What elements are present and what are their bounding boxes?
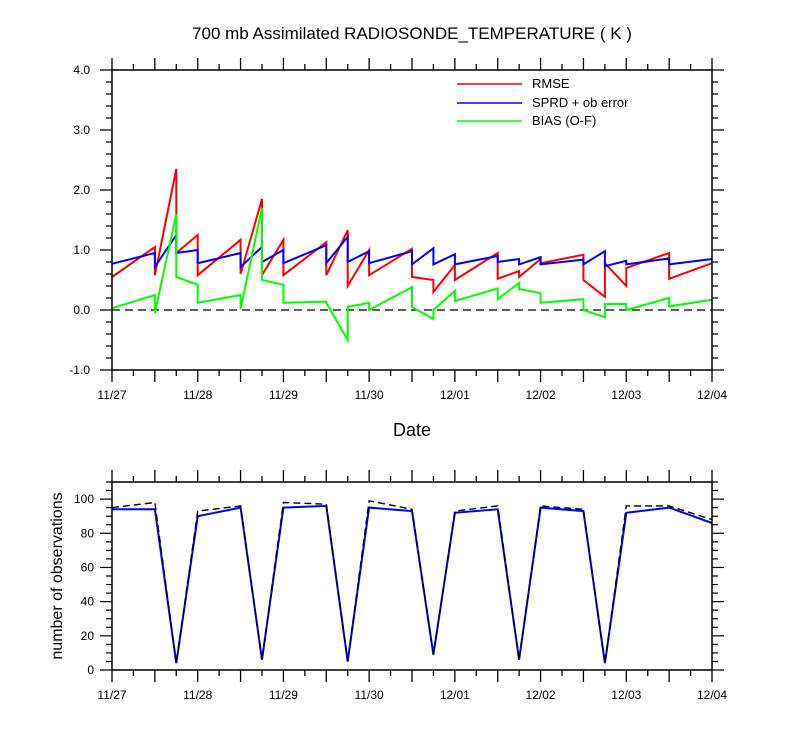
series-line-used [112,504,713,664]
y-tick-label: 2.0 [73,183,90,197]
series-line-bias-o-f [111,207,713,344]
series-line-possible [111,499,713,664]
x-tick-label: 12/02 [526,688,556,702]
x-tick-label: 12/04 [697,688,727,702]
legend-label-rmse: RMSE [532,76,570,91]
chart-title: 700 mb Assimilated RADIOSONDE_TEMPERATUR… [192,24,632,43]
y-tick-label: 80 [81,526,95,540]
x-tick-label: 11/30 [355,688,384,702]
x-tick-label: 12/02 [526,388,556,402]
x-tick-label: 11/28 [183,388,212,402]
y-tick-label: 1.0 [73,243,90,257]
y-tick-label: 40 [81,595,95,609]
x-axis-title: Date [393,420,431,440]
bottom-panel-series [111,499,713,664]
x-tick-label: 11/30 [355,388,384,402]
legend-label-bias: BIAS (O-F) [532,113,596,128]
bottom-plot-frame [111,481,713,671]
x-tick-label: 11/28 [183,688,212,702]
series-line-rmse [111,168,713,299]
x-tick-label: 11/27 [97,688,126,702]
x-tick-label: 11/29 [269,388,298,402]
series-line-sprd-ob-error [111,231,713,271]
x-tick-label: 11/29 [269,688,298,702]
top-panel-tick-labels: 11/27 11/28 11/29 11/30 12/01 12/02 12/03 12/04… [69,63,727,402]
y-tick-label: 60 [81,560,95,574]
y-tick-label: -1.0 [69,363,90,377]
x-tick-label: 12/03 [611,688,641,702]
top-panel-series [111,168,713,344]
x-tick-label: 12/01 [440,388,470,402]
x-tick-label: 11/27 [97,388,126,402]
y-axis-title-observations: number of observations [49,492,66,659]
legend: RMSE SPRD + ob error BIAS (O-F) [457,76,629,128]
y-tick-label: 3.0 [73,123,90,137]
y-tick-label: 0.0 [73,303,90,317]
top-plot-frame [111,69,713,371]
x-tick-label: 12/01 [440,688,470,702]
y-tick-label: 0 [87,663,94,677]
y-tick-label: 20 [81,629,95,643]
top-panel-ticks [100,58,724,382]
x-tick-label: 12/03 [611,388,641,402]
bottom-panel-ticks [100,470,724,682]
y-tick-label: 100 [74,492,94,506]
legend-label-sprd: SPRD + ob error [532,95,629,110]
y-tick-label: 4.0 [73,63,90,77]
bottom-panel-tick-labels: 11/27 11/28 11/29 11/30 12/01 12/02 12/03 12/04… [74,492,727,702]
x-tick-label: 12/04 [697,388,727,402]
